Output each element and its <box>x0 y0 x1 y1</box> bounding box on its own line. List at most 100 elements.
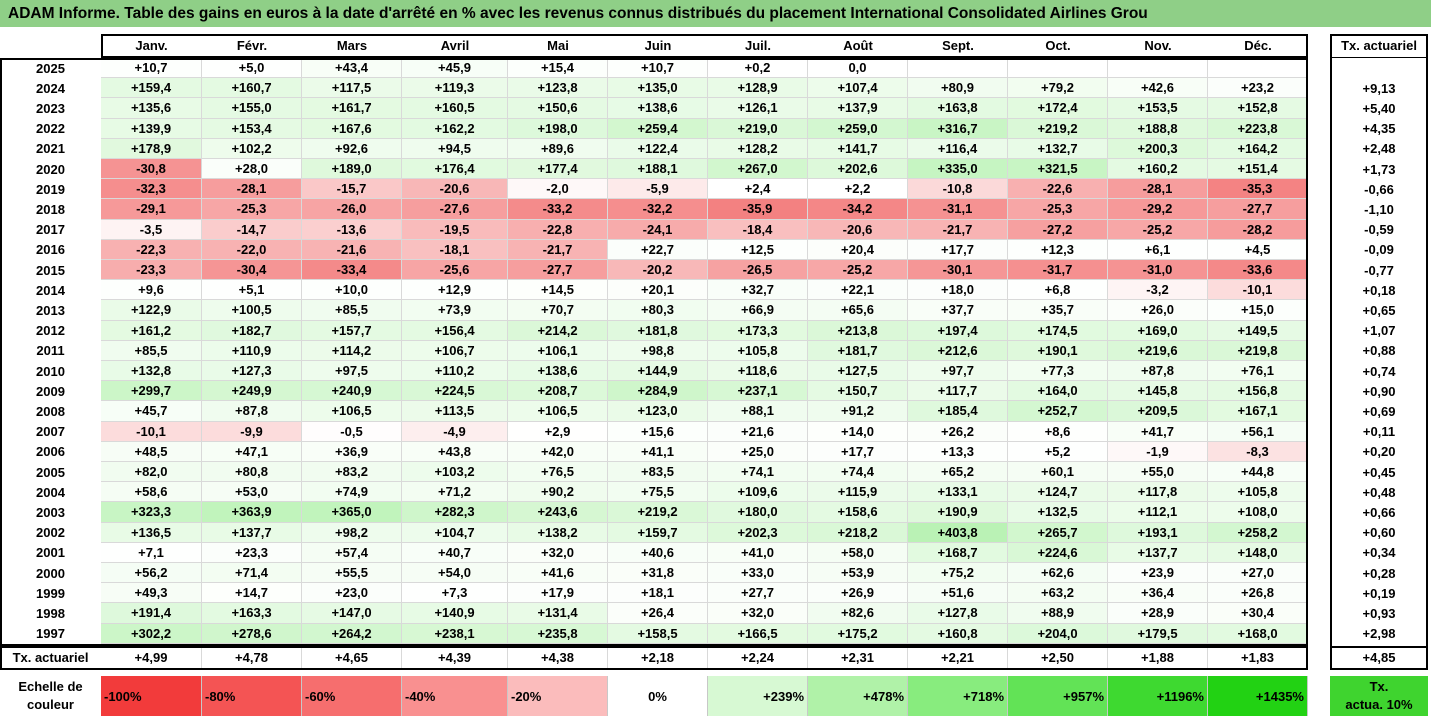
table-cell: +88,9 <box>1008 603 1108 624</box>
table-cell: -22,0 <box>202 239 302 260</box>
table-cell <box>908 58 1008 79</box>
year-label: 2019 <box>36 181 65 197</box>
table-cell: +219,0 <box>708 118 808 139</box>
tx-actuariel-value: +0,69 <box>1362 403 1396 419</box>
table-cell: +155,0 <box>202 98 302 119</box>
month-header: Oct. <box>1008 34 1108 58</box>
table-cell: +190,9 <box>908 502 1008 523</box>
color-scale-label: Echelle de couleur <box>0 676 101 716</box>
table-cell: +6,8 <box>1008 280 1108 301</box>
table-cell: +26,8 <box>1208 583 1308 604</box>
table-cell: +22,1 <box>808 280 908 301</box>
year-label: 2004 <box>36 484 65 500</box>
table-cell: +212,6 <box>908 340 1008 361</box>
table-cell: -3,5 <box>101 219 202 240</box>
year-label: 2016 <box>36 242 65 258</box>
color-scale-swatch: +239% <box>708 676 808 716</box>
table-cell: +57,4 <box>302 542 402 563</box>
table-cell: -3,2 <box>1108 280 1208 301</box>
table-cell: +182,7 <box>202 320 302 341</box>
table-cell: +105,8 <box>708 340 808 361</box>
table-cell: +147,0 <box>302 603 402 624</box>
table-cell: +138,6 <box>608 98 708 119</box>
table-cell: +243,6 <box>508 502 608 523</box>
table-cell: +2,2 <box>808 179 908 200</box>
table-cell: +76,1 <box>1208 361 1308 382</box>
table-cell: +74,4 <box>808 462 908 483</box>
table-cell: +9,6 <box>101 280 202 301</box>
table-cell: +31,8 <box>608 563 708 584</box>
table-cell: -10,1 <box>1208 280 1308 301</box>
table-cell: -35,9 <box>708 199 808 220</box>
table-cell: +60,1 <box>1008 462 1108 483</box>
table-cell: +365,0 <box>302 502 402 523</box>
table-cell: +302,2 <box>101 623 202 644</box>
table-cell: -25,3 <box>202 199 302 220</box>
table-cell: +58,6 <box>101 482 202 503</box>
table-cell <box>1208 58 1308 79</box>
table-cell: +71,2 <box>402 482 508 503</box>
table-cell: -29,1 <box>101 199 202 220</box>
year-label: 2005 <box>36 464 65 480</box>
table-cell: +249,9 <box>202 381 302 402</box>
table-cell: +138,2 <box>508 522 608 543</box>
table-cell: +102,2 <box>202 138 302 159</box>
table-cell: +10,7 <box>608 58 708 79</box>
table-cell: +73,9 <box>402 300 508 321</box>
table-cell: -28,1 <box>1108 179 1208 200</box>
table-cell: +20,1 <box>608 280 708 301</box>
table-cell: +12,5 <box>708 239 808 260</box>
month-header: Janv. <box>101 34 202 58</box>
table-cell: +139,9 <box>101 118 202 139</box>
table-cell: +98,2 <box>302 522 402 543</box>
tx-actuariel-value: +2,98 <box>1362 626 1396 642</box>
table-cell: +32,7 <box>708 280 808 301</box>
table-cell: +284,9 <box>608 381 708 402</box>
table-cell: +112,1 <box>1108 502 1208 523</box>
year-label: 2014 <box>36 282 65 298</box>
tx-actuariel-value: +1,07 <box>1362 323 1396 339</box>
table-cell: +167,6 <box>302 118 402 139</box>
table-cell: +79,2 <box>1008 78 1108 99</box>
table-cell: +267,0 <box>708 159 808 180</box>
table-cell: +82,6 <box>808 603 908 624</box>
table-cell: +25,0 <box>708 441 808 462</box>
table-cell: +126,1 <box>708 98 808 119</box>
tx-actuariel-value: -0,09 <box>1364 242 1394 258</box>
month-header: Sept. <box>908 34 1008 58</box>
table-cell: +5,1 <box>202 280 302 301</box>
table-cell: +115,9 <box>808 482 908 503</box>
table-cell: +219,6 <box>1108 340 1208 361</box>
table-cell: +110,9 <box>202 340 302 361</box>
month-header: Févr. <box>202 34 302 58</box>
table-cell: +97,7 <box>908 361 1008 382</box>
year-label: 2023 <box>36 100 65 116</box>
table-cell: +55,0 <box>1108 462 1208 483</box>
table-cell: +323,3 <box>101 502 202 523</box>
table-cell: +258,2 <box>1208 522 1308 543</box>
color-scale-swatch: +957% <box>1008 676 1108 716</box>
table-cell: +40,6 <box>608 542 708 563</box>
table-cell: +164,0 <box>1008 381 1108 402</box>
table-cell: -28,2 <box>1208 219 1308 240</box>
month-header: Avril <box>402 34 508 58</box>
table-cell: -19,5 <box>402 219 508 240</box>
table-cell: +90,2 <box>508 482 608 503</box>
table-cell: +80,8 <box>202 462 302 483</box>
footer-value: +4,65 <box>302 645 402 670</box>
table-cell: +156,4 <box>402 320 508 341</box>
table-cell: +23,0 <box>302 583 402 604</box>
table-cell: +33,0 <box>708 563 808 584</box>
table-cell: +106,5 <box>302 401 402 422</box>
table-cell: +13,3 <box>908 441 1008 462</box>
table-cell: +128,9 <box>708 78 808 99</box>
year-label: 2011 <box>36 343 65 359</box>
table-cell: +30,4 <box>1208 603 1308 624</box>
table-cell: +163,3 <box>202 603 302 624</box>
table-cell: +8,6 <box>1008 421 1108 442</box>
year-label: 2017 <box>36 222 65 238</box>
table-cell: +152,8 <box>1208 98 1308 119</box>
table-cell: +80,9 <box>908 78 1008 99</box>
table-cell: -18,4 <box>708 219 808 240</box>
table-cell: +41,1 <box>608 441 708 462</box>
